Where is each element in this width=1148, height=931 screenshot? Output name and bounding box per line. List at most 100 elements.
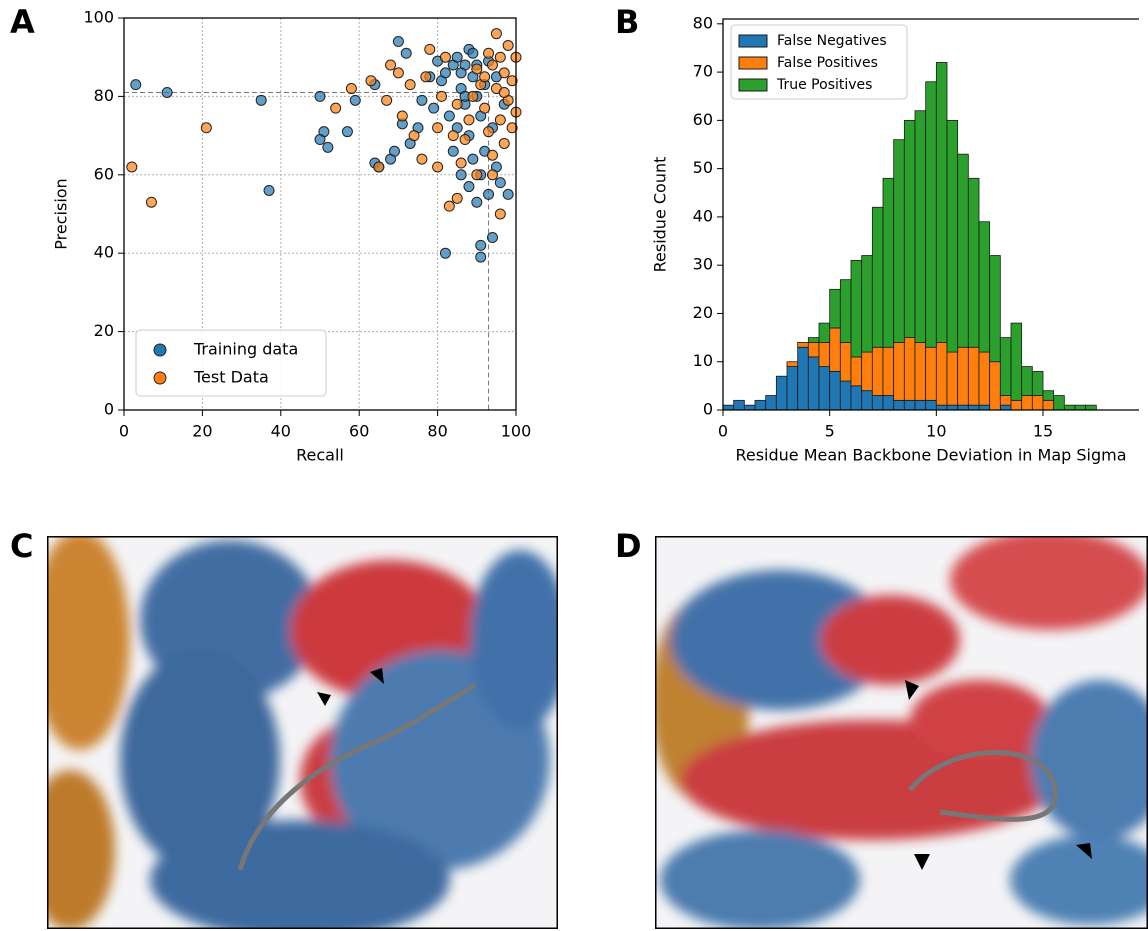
point xyxy=(400,47,412,59)
point xyxy=(471,63,483,75)
point xyxy=(381,94,393,106)
histogram-bar xyxy=(935,62,948,343)
y-tick-label: 20 xyxy=(693,303,713,322)
point xyxy=(443,110,455,122)
histogram-bar xyxy=(818,342,831,367)
histogram-bar xyxy=(989,361,1001,411)
point xyxy=(455,169,467,181)
point xyxy=(479,71,491,83)
histogram-bar xyxy=(861,390,873,411)
point xyxy=(486,149,498,161)
point xyxy=(420,71,432,83)
point xyxy=(502,188,514,200)
point xyxy=(255,94,267,106)
point xyxy=(345,83,357,95)
histogram-bar xyxy=(807,342,820,358)
point xyxy=(498,86,510,98)
point xyxy=(436,90,448,102)
histogram-bar xyxy=(978,404,991,411)
y-tick-label: 40 xyxy=(94,243,114,262)
x-tick-label: 100 xyxy=(501,422,532,441)
histogram-bar xyxy=(829,370,841,411)
point xyxy=(475,251,487,263)
histogram-bar xyxy=(861,351,873,392)
histogram-bar xyxy=(925,346,937,401)
histogram-bar xyxy=(1074,404,1087,411)
point xyxy=(349,94,361,106)
point xyxy=(471,169,483,181)
point xyxy=(314,134,326,146)
point xyxy=(494,51,506,63)
y-tick-label: 0 xyxy=(703,400,713,419)
x-axis-label: Residue Mean Backbone Deviation in Map S… xyxy=(735,446,1126,465)
histogram-bar xyxy=(978,221,991,353)
histogram-bar xyxy=(903,337,916,401)
point xyxy=(322,141,334,153)
x-tick-label: 5 xyxy=(825,422,835,441)
legend-label: Test Data xyxy=(193,368,269,387)
histogram-bar xyxy=(1031,395,1044,411)
x-tick-label: 0 xyxy=(718,422,728,441)
point xyxy=(494,208,506,220)
histogram-bar xyxy=(957,346,969,406)
histogram-bar xyxy=(925,399,937,411)
point xyxy=(486,232,498,244)
structure-image xyxy=(47,536,558,929)
histogram-bar xyxy=(882,346,895,396)
point xyxy=(428,102,440,114)
x-tick-label: 20 xyxy=(192,422,212,441)
point xyxy=(498,137,510,149)
y-tick-label: 10 xyxy=(693,351,713,370)
histogram-bar xyxy=(733,399,745,411)
panel-label: C xyxy=(10,527,33,565)
y-tick-label: 60 xyxy=(693,110,713,129)
point xyxy=(447,145,459,157)
x-tick-label: 80 xyxy=(427,422,447,441)
histogram-bar xyxy=(1063,404,1076,411)
histogram-bar xyxy=(946,119,959,353)
point xyxy=(506,75,518,87)
histogram-bar xyxy=(1042,390,1055,401)
histogram-bar xyxy=(967,404,980,411)
point xyxy=(463,181,475,193)
histogram-bar xyxy=(850,259,863,358)
y-tick-label: 70 xyxy=(693,62,713,81)
x-tick-label: 0 xyxy=(119,422,129,441)
x-tick-label: 40 xyxy=(271,422,291,441)
histogram-bar xyxy=(914,399,927,411)
legend-marker xyxy=(153,343,167,357)
y-tick-label: 30 xyxy=(693,255,713,274)
y-axis-label: Precision xyxy=(52,178,71,249)
y-tick-label: 50 xyxy=(693,158,713,177)
histogram-bar xyxy=(786,366,799,411)
legend-marker xyxy=(738,34,768,48)
point xyxy=(506,122,518,134)
histogram-bar xyxy=(829,288,841,329)
histogram-bar xyxy=(957,404,969,411)
legend-marker xyxy=(738,56,768,70)
histogram-bar xyxy=(893,399,905,411)
histogram-bar xyxy=(1053,395,1065,411)
x-tick-label: 15 xyxy=(1033,422,1053,441)
histogram-bar xyxy=(946,404,959,411)
y-tick-label: 20 xyxy=(94,321,114,340)
histogram-bar xyxy=(1085,404,1097,411)
y-tick-label: 80 xyxy=(693,13,713,32)
x-tick-label: 10 xyxy=(926,422,946,441)
legend-label: Training data xyxy=(193,340,298,359)
x-axis-label: Recall xyxy=(296,446,344,465)
x-tick-label: 60 xyxy=(349,422,369,441)
point xyxy=(130,79,142,91)
histogram-bar xyxy=(765,395,777,411)
histogram-bar xyxy=(957,153,969,348)
point xyxy=(416,153,428,165)
histogram-bar xyxy=(807,337,820,343)
point xyxy=(471,196,483,208)
point xyxy=(200,122,212,134)
histogram-bar xyxy=(797,342,809,348)
point xyxy=(483,47,495,59)
point xyxy=(475,239,487,251)
histogram-bar xyxy=(999,404,1012,411)
legend-frame xyxy=(135,329,327,397)
